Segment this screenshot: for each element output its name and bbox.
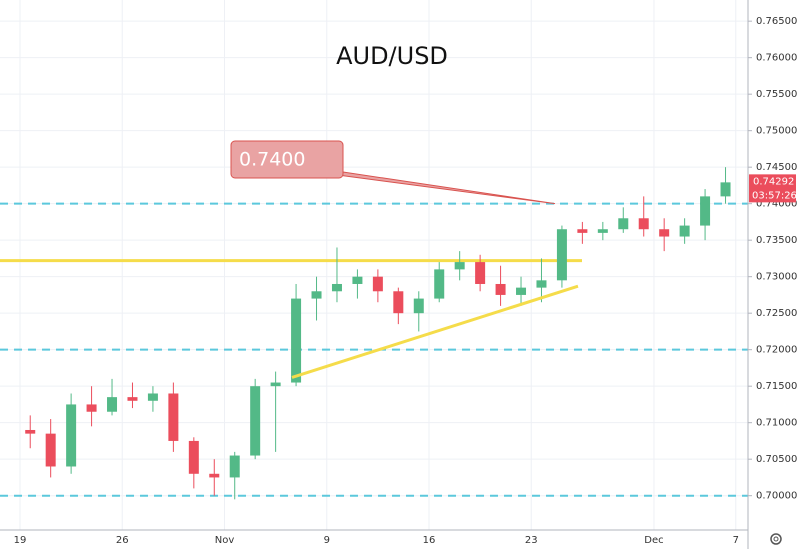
candle-body (188, 440, 199, 474)
candle-body (556, 229, 567, 281)
y-tick-label: 0.75000 (756, 126, 797, 137)
x-tick-label: 19 (14, 535, 27, 546)
candle-body (66, 404, 77, 467)
candle-body (127, 397, 138, 401)
y-tick-label: 0.70500 (756, 454, 797, 465)
candle-body (229, 455, 240, 478)
candle-body (291, 298, 302, 383)
chart-title: AUD/USD (336, 42, 448, 70)
candle-body (638, 218, 649, 230)
candle-body (372, 276, 383, 292)
candle-body (107, 397, 118, 412)
callout-box (230, 140, 344, 179)
candle-body (516, 287, 527, 295)
candle-body (700, 196, 711, 226)
candle-body (720, 182, 731, 197)
callout-text: 0.7400 (239, 149, 305, 171)
y-tick-label: 0.75500 (756, 89, 797, 100)
candle-body (331, 283, 342, 292)
support-line (291, 284, 579, 379)
y-tick-label: 0.74000 (756, 199, 797, 210)
candle-body (311, 291, 322, 299)
candle-body (536, 280, 547, 288)
y-tick-label: 0.73000 (756, 272, 797, 283)
x-tick-label: 16 (423, 535, 436, 546)
candle-body (45, 433, 56, 467)
y-tick-label: 0.71500 (756, 381, 797, 392)
y-tick-label: 0.76500 (756, 16, 797, 27)
candle-body (475, 262, 486, 284)
candle-body (618, 218, 629, 230)
x-tick-label: Nov (215, 535, 235, 546)
y-tick-label: 0.71000 (756, 418, 797, 429)
last-price-box (749, 174, 796, 203)
candle-body (352, 276, 363, 284)
candle-body (495, 283, 506, 295)
x-tick-label: 9 (324, 535, 330, 546)
candle-body (270, 382, 281, 387)
y-tick-label: 0.70000 (756, 491, 797, 502)
candle-body (86, 404, 97, 412)
x-tick-label: 26 (116, 535, 129, 546)
y-tick-label: 0.72000 (756, 345, 797, 356)
last-price-label: 0.74292 (753, 176, 794, 187)
candle-body (597, 229, 608, 233)
candle-body (393, 291, 404, 314)
x-tick-label: 23 (525, 535, 538, 546)
candle-body (250, 386, 261, 456)
settings-icon[interactable] (770, 533, 782, 545)
candle-body (25, 429, 36, 434)
candle-body (679, 225, 690, 237)
candle-body (168, 393, 179, 441)
y-tick-label: 0.76000 (756, 53, 797, 64)
x-tick-label: 7 (733, 535, 739, 546)
countdown: 03:57:26 (752, 190, 797, 201)
x-tick-label: Dec (644, 535, 663, 546)
candle-body (434, 269, 445, 299)
y-tick-label: 0.72500 (756, 308, 797, 319)
candle-body (209, 473, 220, 478)
y-tick-label: 0.73500 (756, 235, 797, 246)
candle-body (413, 298, 424, 314)
candle-body (659, 229, 670, 237)
candle-body (454, 262, 465, 270)
y-tick-label: 0.74500 (756, 162, 797, 173)
candle-body (577, 229, 588, 233)
candle-body (147, 393, 158, 401)
